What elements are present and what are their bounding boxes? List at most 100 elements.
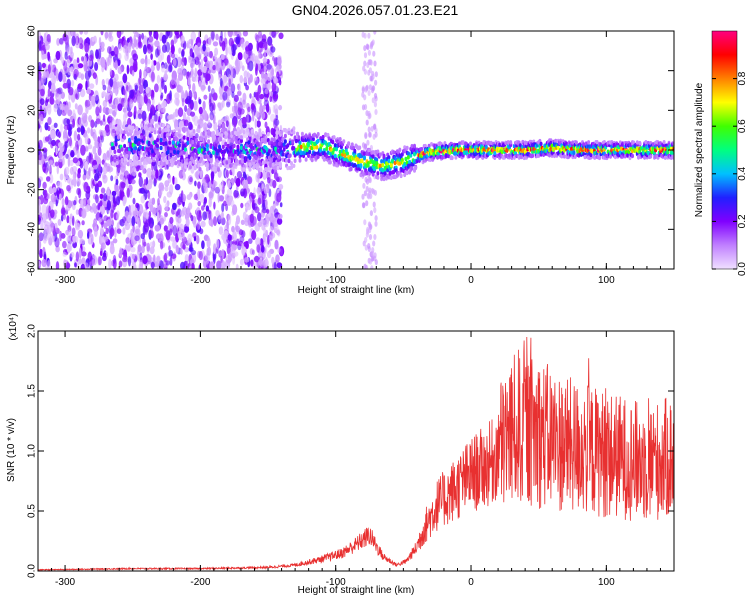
heatmap-cell <box>256 40 260 52</box>
heatmap-cell <box>72 59 77 68</box>
heatmap-cell <box>162 128 166 133</box>
heatmap-cell <box>225 120 229 128</box>
heatmap-cell <box>277 155 281 160</box>
heatmap-cell <box>162 141 166 147</box>
heatmap-cell <box>259 93 265 100</box>
heatmap-cell <box>368 112 372 119</box>
heatmap-cell <box>132 224 135 233</box>
heatmap-cell <box>233 94 239 102</box>
heatmap-cell <box>122 73 128 84</box>
heatmap-cell <box>221 40 226 52</box>
heatmap-cell <box>249 213 254 224</box>
heatmap-cell <box>278 104 283 111</box>
heatmap-cell <box>58 131 61 139</box>
heatmap-cell <box>149 118 155 125</box>
heatmap-cell <box>93 226 98 238</box>
heatmap-cell <box>346 158 349 163</box>
heatmap-cell <box>406 155 410 160</box>
heatmap-cell <box>298 158 302 163</box>
heatmap-cell <box>70 93 76 103</box>
heatmap-cell <box>254 255 260 263</box>
heatmap-cell <box>38 260 41 267</box>
heatmap-cell <box>123 143 127 149</box>
heatmap-cell <box>398 147 402 152</box>
heatmap-cell <box>86 88 92 95</box>
heatmap-cell <box>182 169 185 177</box>
heatmap-cell <box>77 229 84 239</box>
heatmap-cell <box>125 150 129 155</box>
heatmap-cell <box>182 126 186 131</box>
heatmap-cell <box>66 118 71 125</box>
heatmap-cell <box>110 156 114 161</box>
heatmap-cell <box>58 38 64 45</box>
heatmap-cell <box>369 41 373 48</box>
heatmap-cell <box>205 73 211 82</box>
heatmap-cell <box>112 128 116 134</box>
heatmap-cell <box>138 145 142 150</box>
heatmap-cell <box>236 131 240 136</box>
heatmap-cell <box>251 230 257 241</box>
heatmap-cell <box>264 138 268 143</box>
heatmap-cell <box>138 75 142 86</box>
heatmap-cell <box>149 241 155 247</box>
heatmap-cell <box>230 83 236 94</box>
heatmap-cell <box>363 263 367 269</box>
heatmap-cell <box>161 44 168 53</box>
heatmap-cell <box>420 147 424 152</box>
heatmap-cell <box>276 262 283 269</box>
heatmap-cell <box>44 122 49 131</box>
heatmap-cell <box>133 105 137 116</box>
heatmap-cell <box>258 128 262 133</box>
heatmap-cell <box>142 136 146 142</box>
heatmap-cell <box>216 65 221 73</box>
heatmap-cell <box>113 46 119 58</box>
heatmap-cell <box>363 151 366 156</box>
heatmap-cell <box>149 223 153 232</box>
heatmap-cell <box>359 163 363 168</box>
heatmap-cell <box>106 200 111 211</box>
heatmap-cell <box>388 170 392 175</box>
heatmap-cell <box>310 157 314 163</box>
heatmap-cell <box>209 144 213 149</box>
heatmap-cell <box>56 37 60 46</box>
heatmap-cell <box>84 146 89 152</box>
heatmap-cell <box>184 147 187 152</box>
heatmap-cell <box>171 161 175 166</box>
heatmap-cell <box>277 141 281 146</box>
heatmap-cell <box>373 101 377 108</box>
heatmap-cell <box>206 247 209 256</box>
heatmap-cell <box>147 102 151 112</box>
heatmap-cell <box>47 87 51 98</box>
heatmap-cell <box>220 260 226 269</box>
heatmap-cell <box>361 193 365 200</box>
heatmap-cell <box>130 129 134 134</box>
heatmap-cell <box>130 228 133 238</box>
heatmap-cell <box>198 80 202 88</box>
heatmap-cell <box>38 203 41 214</box>
heatmap-cell <box>227 234 232 241</box>
heatmap-cell <box>149 246 155 255</box>
heatmap-cell <box>55 68 59 79</box>
heatmap-cell <box>638 141 642 146</box>
heatmap-cell <box>595 140 599 145</box>
heatmap-cell <box>57 92 62 102</box>
heatmap-cell <box>227 214 232 226</box>
heatmap-cell <box>257 31 263 39</box>
heatmap-cell <box>112 125 116 130</box>
heatmap-cell <box>73 130 78 142</box>
heatmap-cell <box>222 74 228 84</box>
heatmap-cell <box>148 31 153 37</box>
heatmap-cell <box>116 196 121 206</box>
heatmap-cell <box>122 196 126 207</box>
heatmap-cell <box>123 99 129 109</box>
heatmap-cell <box>359 153 363 159</box>
heatmap-cell <box>134 139 138 144</box>
heatmap-cell <box>138 161 142 166</box>
heatmap-cell <box>111 190 117 197</box>
heatmap-cell <box>287 130 291 136</box>
heatmap-cell <box>105 150 111 161</box>
heatmap-cell <box>50 142 54 149</box>
heatmap-cell <box>39 248 43 259</box>
heatmap-cell <box>143 44 147 55</box>
heatmap-cell <box>274 261 277 269</box>
